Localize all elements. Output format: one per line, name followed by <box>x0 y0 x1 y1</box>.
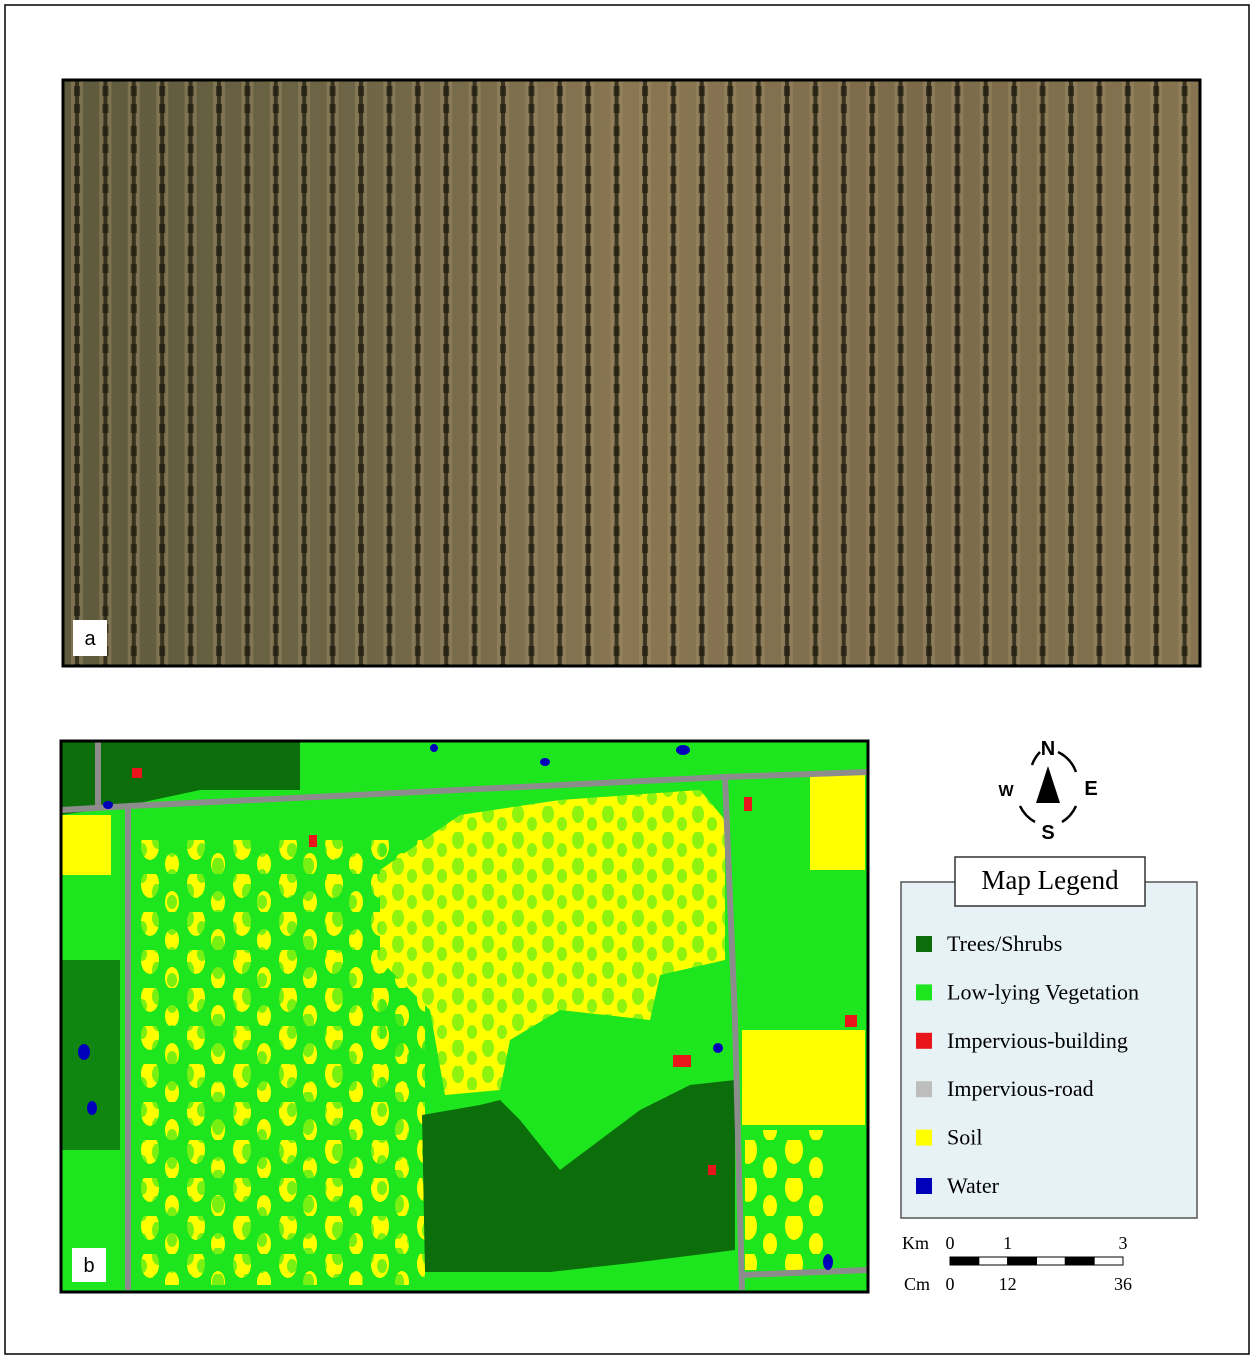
legend-title: Map Legend <box>981 865 1119 895</box>
scale-segment <box>979 1257 1008 1265</box>
scale-unit: Km <box>902 1233 929 1253</box>
panel-b: b <box>61 741 868 1292</box>
scale-segment <box>1008 1257 1037 1265</box>
panel-label: b <box>83 1255 94 1277</box>
building <box>309 835 317 847</box>
scale-segment <box>1065 1257 1094 1265</box>
scale-segment <box>1094 1257 1123 1265</box>
legend-label: Impervious-road <box>947 1076 1094 1101</box>
panel-a: a <box>63 80 1200 666</box>
legend-swatch <box>916 1033 932 1049</box>
building <box>132 768 142 778</box>
building <box>708 1165 716 1175</box>
panel-label: a <box>84 628 96 650</box>
scale-km-label: 0 <box>946 1233 955 1253</box>
legend-swatch <box>916 1130 932 1146</box>
water <box>713 1043 723 1053</box>
water <box>676 745 690 755</box>
water <box>823 1254 833 1270</box>
compass-east: E <box>1084 778 1097 800</box>
legend: Map Legend Trees/Shrubs Low-lying Vegetat… <box>901 857 1197 1218</box>
trees-area <box>61 960 120 1150</box>
scale-cm-label: 36 <box>1114 1274 1132 1294</box>
legend-swatch <box>916 984 932 1000</box>
water <box>103 801 113 809</box>
soil-spots <box>745 1130 825 1270</box>
veg-spots <box>380 790 725 1090</box>
legend-swatch <box>916 1178 932 1194</box>
legend-label: Impervious-building <box>947 1028 1128 1053</box>
scale-cm-label: 0 <box>946 1274 955 1294</box>
soil-area <box>61 815 111 875</box>
legend-label: Trees/Shrubs <box>947 931 1062 956</box>
water <box>430 744 438 752</box>
legend-label: Water <box>947 1173 1000 1198</box>
building <box>845 1015 857 1027</box>
legend-swatch <box>916 1081 932 1097</box>
water <box>540 758 550 766</box>
scale-segment <box>1037 1257 1066 1265</box>
building <box>673 1055 691 1067</box>
water <box>78 1044 90 1060</box>
legend-label: Soil <box>947 1125 982 1150</box>
water <box>87 1101 97 1115</box>
scale-unit: Cm <box>904 1274 930 1294</box>
legend-label: Low-lying Vegetation <box>947 979 1139 1004</box>
scale-km-label: 1 <box>1003 1233 1012 1253</box>
figure: a <box>0 0 1254 1359</box>
compass-west: W <box>998 783 1014 800</box>
scale-cm-label: 12 <box>999 1274 1017 1294</box>
soil-area <box>810 775 865 870</box>
scale-km-label: 3 <box>1119 1233 1128 1253</box>
compass-south: S <box>1041 822 1054 844</box>
soil-area <box>742 1030 865 1125</box>
scale-segment <box>950 1257 979 1265</box>
compass-north: N <box>1041 738 1055 760</box>
building <box>744 797 752 811</box>
crop-rows <box>63 80 1200 666</box>
legend-swatch <box>916 936 932 952</box>
